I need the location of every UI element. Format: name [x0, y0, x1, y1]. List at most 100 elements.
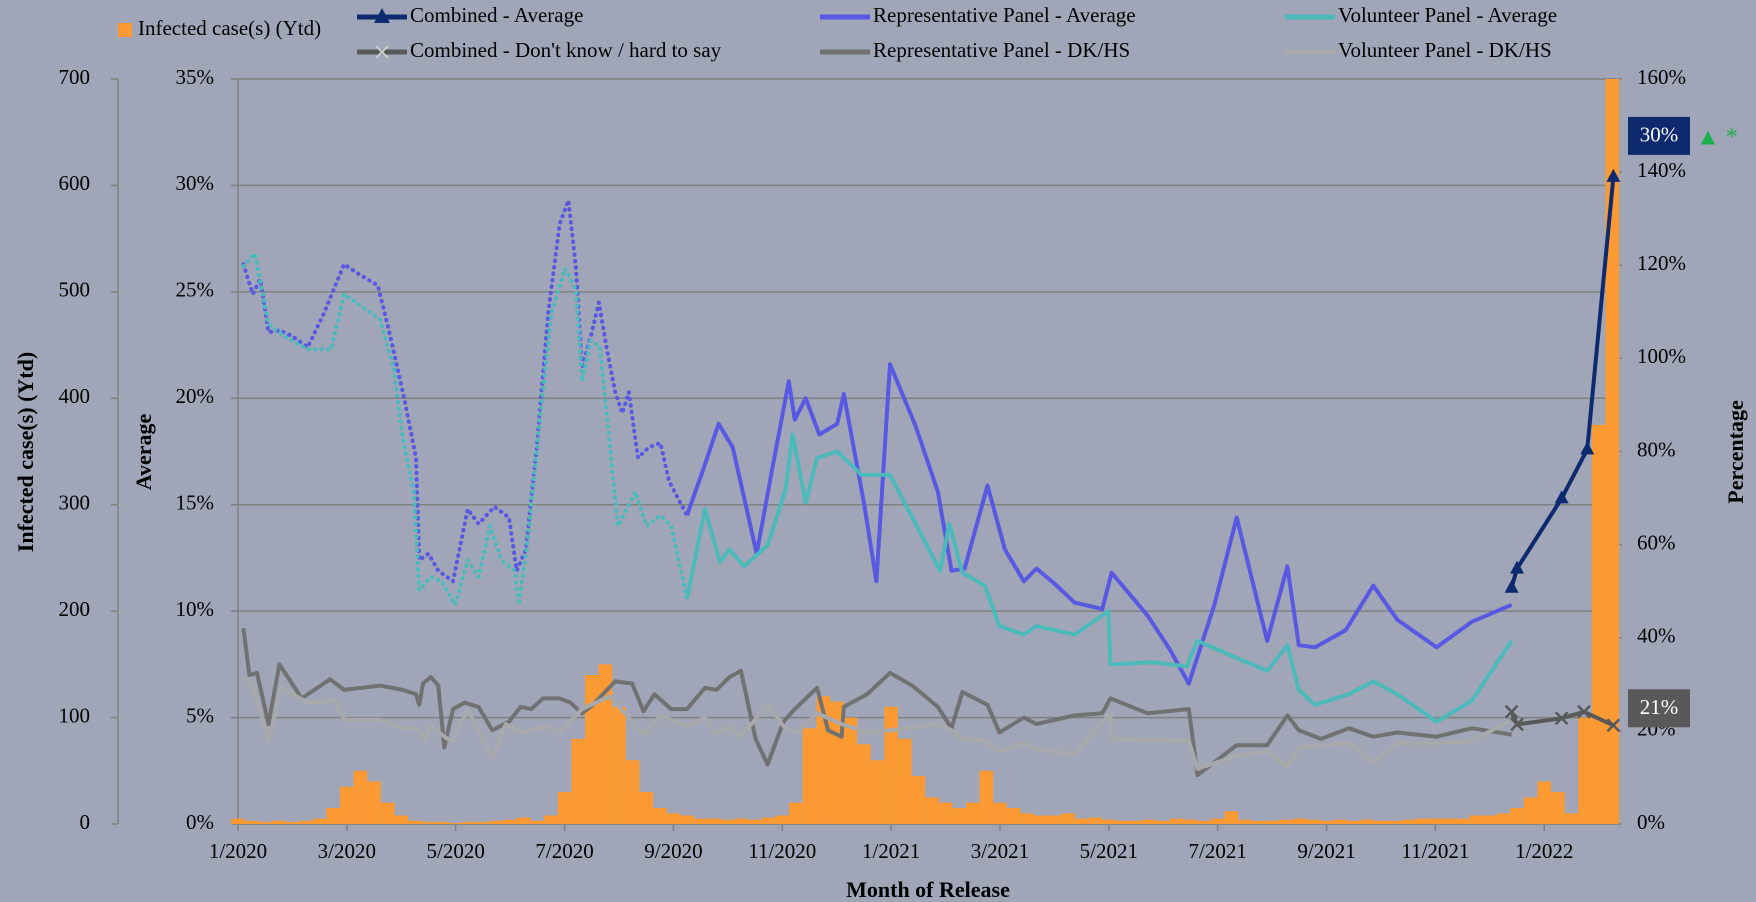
bar — [598, 664, 613, 824]
legend-label: Representative Panel - DK/HS — [873, 38, 1130, 62]
bar — [1006, 808, 1021, 824]
bar — [1483, 815, 1497, 824]
y2-tick-label: 100% — [1637, 344, 1686, 368]
cases-tick-label: 500 — [59, 278, 91, 302]
cases-tick-label: 700 — [59, 65, 91, 89]
line — [685, 432, 1514, 724]
value-label-box — [1628, 689, 1690, 728]
value-label: 30% — [1640, 123, 1679, 147]
bar — [653, 808, 667, 824]
y2-tick-label: 120% — [1637, 251, 1686, 275]
bar — [421, 821, 436, 824]
annotation: ▲ * — [1696, 124, 1738, 150]
bar — [897, 738, 912, 824]
bar — [380, 802, 395, 824]
bar — [925, 797, 939, 824]
y2-tick-label: 40% — [1637, 624, 1676, 648]
bar — [1156, 820, 1171, 824]
x-tick-label: 7/2021 — [1189, 839, 1247, 863]
bar — [1142, 819, 1157, 824]
bar — [666, 813, 681, 824]
y2-tick-label: 160% — [1637, 65, 1686, 89]
x-axis-title: Month of Release — [846, 877, 1010, 902]
bar — [1551, 792, 1565, 824]
x-tick-label: 9/2020 — [644, 839, 702, 863]
cases-tick-label: 400 — [59, 384, 91, 408]
marker — [1504, 579, 1519, 593]
x-tick-label: 5/2021 — [1080, 839, 1138, 863]
x-tick-label: 3/2021 — [971, 839, 1029, 863]
line — [241, 627, 1512, 777]
bar — [1115, 820, 1130, 824]
bar — [1591, 424, 1606, 824]
x-tick-label: 3/2020 — [318, 839, 376, 863]
cases-tick-label: 100 — [59, 703, 91, 727]
bar — [707, 818, 722, 824]
x-tick-label: 9/2021 — [1297, 839, 1355, 863]
bar — [231, 818, 245, 824]
bar — [884, 706, 898, 824]
bar — [1265, 820, 1279, 824]
bar — [1033, 815, 1048, 824]
cases-tick-label: 0 — [80, 810, 91, 834]
legend-label: Infected case(s) (Ytd) — [138, 16, 321, 40]
bar — [448, 822, 463, 824]
bar — [299, 820, 313, 824]
cases-tick-label: 600 — [59, 171, 91, 195]
bar — [1238, 819, 1252, 824]
y-tick-label: 35% — [176, 65, 215, 89]
bar — [476, 821, 490, 824]
bar — [1455, 818, 1470, 824]
bar — [584, 675, 599, 824]
y2-tick-label: 0% — [1637, 810, 1665, 834]
bar — [530, 820, 545, 824]
legend-marker — [375, 45, 389, 59]
bar — [1605, 79, 1620, 824]
bar — [285, 821, 300, 824]
bar — [1387, 820, 1402, 824]
marker — [1577, 704, 1591, 719]
bar — [272, 820, 286, 824]
bar — [1360, 819, 1375, 824]
bar — [1401, 819, 1415, 824]
bar — [1074, 818, 1089, 824]
cases-tick-label: 200 — [59, 597, 91, 621]
bar — [775, 815, 790, 824]
bar — [911, 776, 926, 824]
legend-swatch — [118, 23, 132, 37]
bar — [312, 818, 327, 824]
y-tick-label: 20% — [176, 384, 215, 408]
x-tick-label: 1/2022 — [1515, 839, 1573, 863]
marker — [1510, 717, 1524, 732]
bar — [1469, 815, 1484, 824]
x-tick-label: 7/2020 — [535, 839, 593, 863]
bar — [544, 815, 558, 824]
x-tick-label: 11/2021 — [1401, 839, 1469, 863]
y-tick-label: 15% — [176, 491, 215, 515]
bar — [761, 817, 776, 824]
marker — [1606, 168, 1621, 182]
bar — [639, 792, 654, 824]
marker — [1554, 490, 1569, 504]
bar — [952, 808, 966, 824]
bar — [802, 728, 817, 824]
bar — [1170, 818, 1184, 824]
bar — [680, 815, 694, 824]
bar — [748, 819, 762, 824]
bar — [1251, 820, 1266, 824]
bar — [1224, 811, 1239, 824]
x-tick-label: 1/2021 — [862, 839, 920, 863]
bar — [857, 744, 871, 824]
bar — [1537, 781, 1552, 824]
bar — [1564, 813, 1579, 824]
line — [241, 251, 689, 607]
bar — [462, 821, 477, 824]
bar — [1346, 820, 1361, 824]
bar — [1374, 820, 1388, 824]
y-tick-label: 0% — [186, 810, 214, 834]
bar — [965, 802, 980, 824]
bar — [1523, 797, 1538, 824]
y2-tick-label: 140% — [1637, 158, 1686, 182]
bar — [843, 717, 858, 824]
bar — [340, 786, 354, 824]
